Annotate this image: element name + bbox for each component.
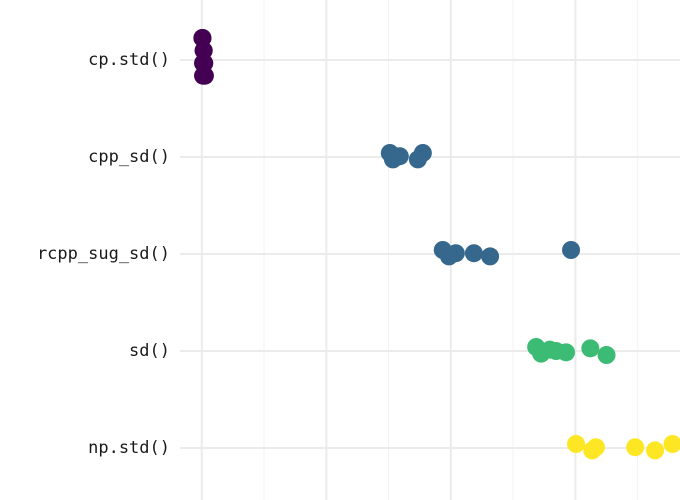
point [646, 441, 665, 460]
y-tick-label: rcpp_sug_sd() [37, 244, 170, 264]
point [562, 241, 581, 259]
point [581, 339, 600, 358]
point [626, 438, 645, 457]
point [557, 343, 576, 362]
point [481, 247, 500, 266]
y-tick-label: cp.std() [88, 50, 170, 70]
point [586, 438, 605, 457]
y-tick-label: np.std() [88, 438, 170, 458]
point [390, 147, 409, 166]
point [195, 66, 214, 85]
y-tick-label: cpp_sd() [88, 147, 170, 167]
point [446, 244, 465, 263]
point [663, 435, 680, 453]
y-tick-label: sd() [129, 341, 170, 361]
point [464, 244, 483, 263]
point [193, 29, 212, 47]
point [567, 435, 586, 453]
point [413, 144, 432, 162]
point [597, 346, 616, 364]
